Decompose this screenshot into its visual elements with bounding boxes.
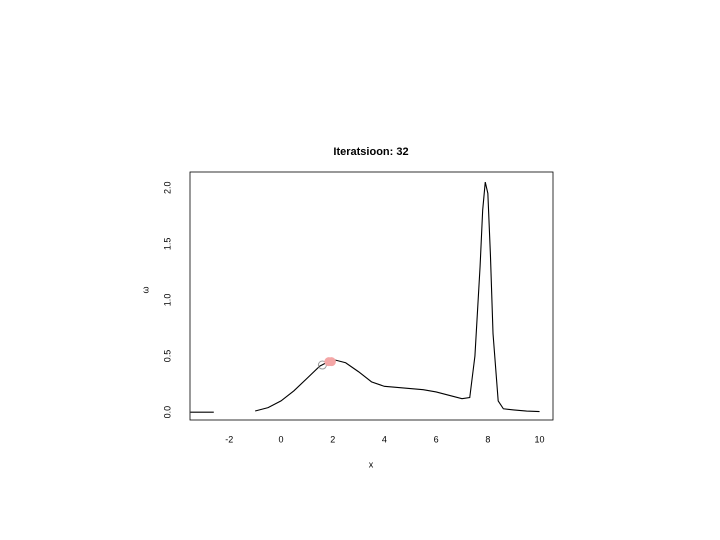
sample-point: [326, 357, 336, 367]
chart-title: Iteratsioon: 32: [333, 146, 408, 158]
plot-box: [189, 171, 554, 421]
x-tick-label: 0: [279, 434, 284, 444]
y-axis-label: ω: [140, 286, 150, 293]
x-axis-label: x: [369, 459, 374, 469]
x-tick-label: 2: [330, 434, 335, 444]
density-line: [190, 181, 540, 413]
y-tick-label: 2.0: [162, 181, 172, 194]
y-tick-label: 1.0: [162, 294, 172, 307]
x-tick-label: 8: [485, 434, 490, 444]
y-tick-label: 0.5: [162, 350, 172, 363]
x-tick-label: 10: [535, 434, 545, 444]
x-tick-label: 4: [382, 434, 387, 444]
y-tick-label: 0.0: [162, 406, 172, 419]
x-tick-label: 6: [434, 434, 439, 444]
x-tick-label: -2: [225, 434, 233, 444]
y-tick-label: 1.5: [162, 238, 172, 251]
